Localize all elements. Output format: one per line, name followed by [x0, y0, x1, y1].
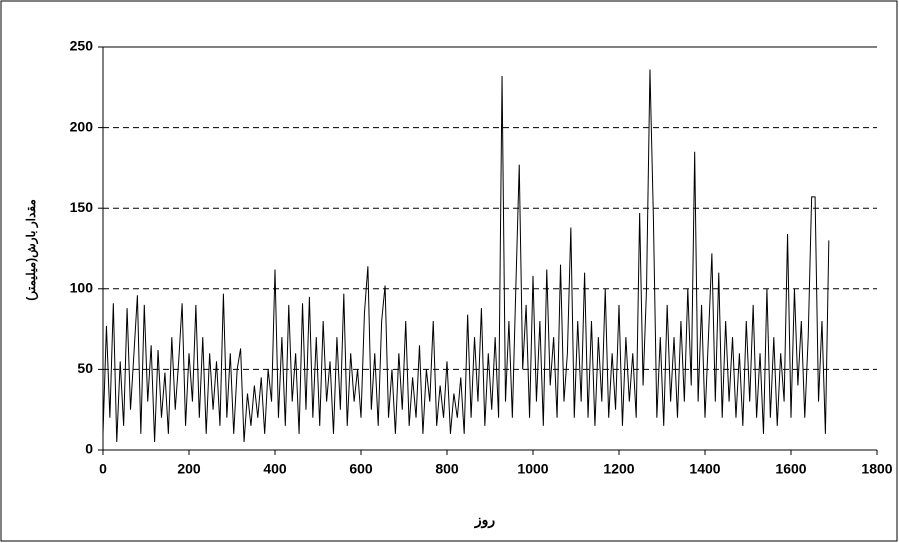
- y-tick-label: 0: [85, 441, 93, 457]
- y-tick-label: 250: [70, 38, 94, 54]
- x-tick-label: 600: [349, 461, 373, 477]
- x-tick-label: 1600: [775, 461, 806, 477]
- y-axis-label: مقدار بارش(میلیمتر): [24, 199, 39, 301]
- y-tick-label: 150: [70, 199, 94, 215]
- x-tick-label: 1400: [689, 461, 720, 477]
- y-tick-label: 100: [70, 280, 94, 296]
- x-tick-label: 1200: [603, 461, 634, 477]
- x-tick-label: 200: [177, 461, 201, 477]
- x-tick-label: 1800: [861, 461, 892, 477]
- x-tick-label: 1000: [517, 461, 548, 477]
- x-tick-label: 0: [99, 461, 107, 477]
- x-axis-label: روز: [474, 512, 496, 529]
- data-line: [102, 69, 830, 442]
- y-tick-label: 200: [70, 118, 94, 134]
- x-tick-label: 800: [435, 461, 459, 477]
- y-tick-label: 50: [77, 360, 93, 376]
- x-tick-label: 400: [263, 461, 287, 477]
